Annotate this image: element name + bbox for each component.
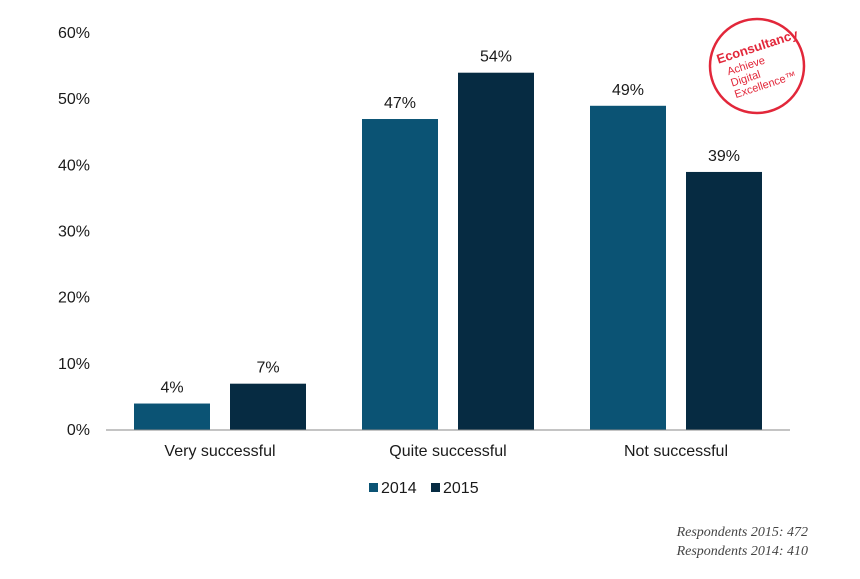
legend: 2014 2015 <box>369 480 479 497</box>
y-tick-label: 40% <box>58 157 90 174</box>
data-label: 39% <box>708 148 740 165</box>
y-tick-label: 60% <box>58 25 90 42</box>
category-label: Quite successful <box>389 443 506 460</box>
y-axis: 0% 10% 20% 30% 40% 50% 60% <box>58 25 90 439</box>
bar-2014-0 <box>134 403 210 430</box>
legend-swatch-2015 <box>431 483 440 492</box>
legend-label-2015: 2015 <box>443 480 479 497</box>
footnote-respondents-2015: Respondents 2015: 472 <box>676 525 808 540</box>
data-label: 7% <box>256 360 279 377</box>
data-label: 4% <box>160 380 183 397</box>
bars: 4% 7% 47% 54% 49% 39% <box>134 49 762 431</box>
data-label: 47% <box>384 95 416 112</box>
bar-2014-1 <box>362 119 438 431</box>
y-tick-label: 20% <box>58 290 90 307</box>
data-label: 49% <box>612 82 644 99</box>
bar-2015-0 <box>230 383 306 430</box>
category-label: Very successful <box>164 443 275 460</box>
y-tick-label: 10% <box>58 356 90 373</box>
y-tick-label: 30% <box>58 224 90 241</box>
econsultancy-logo: Econsultancy Achieve Digital Excellence™ <box>705 14 809 118</box>
footnote-respondents-2014: Respondents 2014: 410 <box>676 544 808 559</box>
x-axis: Very successful Quite successful Not succe… <box>106 429 790 460</box>
category-label: Not successful <box>624 443 728 460</box>
bar-2014-2 <box>590 105 666 431</box>
y-tick-label: 0% <box>67 422 90 439</box>
legend-label-2014: 2014 <box>381 480 417 497</box>
bar-2015-1 <box>458 72 534 430</box>
legend-swatch-2014 <box>369 483 378 492</box>
data-label: 54% <box>480 49 512 66</box>
bar-2015-2 <box>686 171 762 430</box>
y-tick-label: 50% <box>58 91 90 108</box>
